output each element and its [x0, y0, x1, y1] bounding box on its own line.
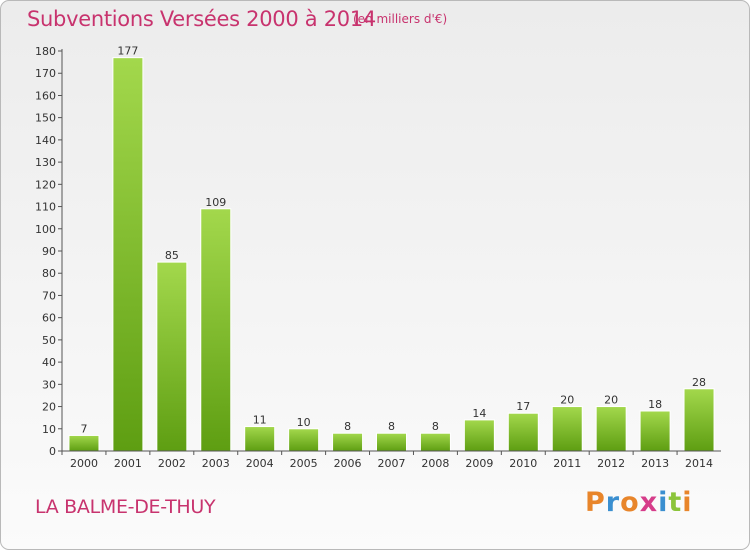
y-tick-label: 180	[35, 45, 56, 58]
data-label-2013: 18	[648, 398, 662, 411]
y-tick-label: 60	[42, 312, 56, 325]
y-tick-label: 100	[35, 223, 56, 236]
data-label-2000: 7	[80, 422, 87, 435]
commune-name: LA BALME-DE-THUY	[35, 496, 216, 518]
bar-2003	[200, 208, 232, 452]
bar-2001	[112, 57, 144, 452]
x-axis: 2000 2001 2002 2003 2004 2005 2006 2007 2008 2009…	[61, 450, 721, 470]
logo-letter: i	[682, 487, 693, 518]
bar-2009	[463, 419, 495, 452]
data-label-2005: 10	[297, 416, 311, 429]
bars: 7 177 85 109 11 10 8 8 8 14 17 20 20 18 28	[68, 45, 715, 452]
x-tick-label: 2002	[158, 457, 186, 470]
bar-2010	[507, 412, 539, 452]
data-label-2004: 11	[253, 414, 267, 427]
y-tick-label: 130	[35, 156, 56, 169]
x-tick-label: 2010	[509, 457, 537, 470]
y-tick-label: 170	[35, 67, 56, 80]
y-tick-label: 50	[42, 334, 56, 347]
bar-chart: 0 10 20 30 40 50 60 70 80 90 100 110 120 130 140 150 160…	[35, 45, 721, 470]
data-label-2014: 28	[692, 376, 706, 389]
data-label-2001: 177	[117, 45, 138, 58]
data-label-2003: 109	[205, 196, 226, 209]
y-tick-label: 150	[35, 112, 56, 125]
bar-2013	[639, 410, 671, 452]
y-tick-label: 20	[42, 401, 56, 414]
logo-letter: o	[620, 487, 640, 518]
bar-2002	[156, 261, 188, 452]
y-tick-label: 40	[42, 356, 56, 369]
y-tick-label: 160	[35, 89, 56, 102]
chart-title: Subventions Versées 2000 à 2014	[27, 7, 376, 31]
y-axis: 0 10 20 30 40 50 60 70 80 90 100 110 120 130 140 150 160…	[35, 45, 63, 458]
bar-2011	[551, 406, 583, 452]
bar-2014	[683, 388, 715, 452]
y-tick-label: 0	[49, 445, 56, 458]
data-label-2010: 17	[516, 400, 530, 413]
bar-2008	[419, 432, 451, 452]
y-tick-label: 30	[42, 378, 56, 391]
x-tick-label: 2014	[685, 457, 713, 470]
x-tick-label: 2000	[70, 457, 98, 470]
x-tick-label: 2009	[465, 457, 493, 470]
x-tick-label: 2008	[421, 457, 449, 470]
bar-2005	[288, 428, 320, 452]
y-tick-label: 120	[35, 178, 56, 191]
data-label-2008: 8	[432, 420, 439, 433]
data-label-2002: 85	[165, 249, 179, 262]
bar-2007	[376, 432, 407, 452]
bar-2006	[332, 432, 364, 452]
y-tick-label: 80	[42, 267, 56, 280]
x-tick-label: 2003	[202, 457, 230, 470]
data-label-2009: 14	[472, 407, 486, 420]
logo-letter: x	[639, 487, 659, 518]
bar-2004	[244, 426, 276, 452]
x-tick-label: 2005	[290, 457, 318, 470]
x-tick-label: 2007	[378, 457, 406, 470]
data-label-2006: 8	[344, 420, 351, 433]
data-label-2011: 20	[560, 394, 574, 407]
data-label-2007: 8	[388, 420, 395, 433]
logo-letter: t	[668, 487, 683, 518]
y-tick-label: 90	[42, 245, 56, 258]
x-tick-label: 2004	[246, 457, 274, 470]
x-tick-label: 2013	[641, 457, 669, 470]
bar-2000	[68, 434, 100, 452]
y-tick-label: 10	[42, 423, 56, 436]
proxiti-logo[interactable]: Proxiti	[585, 487, 693, 518]
chart-subtitle: (en milliers d'€)	[353, 12, 448, 26]
x-tick-label: 2006	[334, 457, 362, 470]
x-tick-label: 2012	[597, 457, 625, 470]
y-tick-label: 140	[35, 134, 56, 147]
x-tick-label: 2001	[114, 457, 142, 470]
logo-letter: i	[658, 487, 669, 518]
bar-2012	[595, 406, 627, 452]
y-tick-label: 70	[42, 289, 56, 302]
logo-letter: r	[605, 487, 621, 518]
x-tick-label: 2011	[553, 457, 581, 470]
logo-letter: P	[585, 487, 606, 518]
y-tick-label: 110	[35, 201, 56, 214]
data-label-2012: 20	[604, 394, 618, 407]
